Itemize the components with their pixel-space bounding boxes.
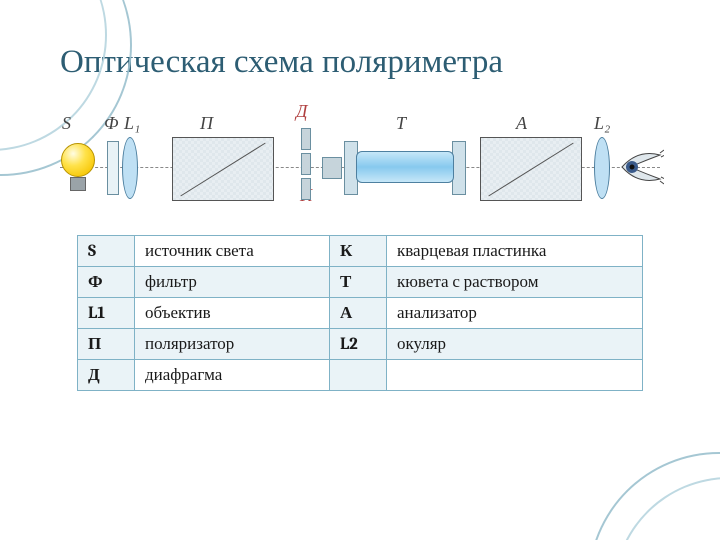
sym: П <box>78 329 135 360</box>
sym: К <box>329 236 386 267</box>
sym: S <box>78 236 135 267</box>
desc: анализатор <box>386 298 642 329</box>
light-source-icon <box>60 143 96 199</box>
label-S: S <box>62 113 71 134</box>
page-title: Оптическая схема поляриметра <box>60 44 720 81</box>
desc: источник света <box>135 236 330 267</box>
label-F: Ф <box>104 113 118 134</box>
desc: объектив <box>135 298 330 329</box>
label-L2: L₂ <box>594 113 610 134</box>
label-P: П <box>200 113 213 134</box>
label-A: А <box>516 113 527 134</box>
optical-diagram: S Ф L₁ П Д К Т А L₂ <box>60 99 660 229</box>
polarizer-prism-icon <box>172 137 274 201</box>
desc: кварцевая пластинка <box>386 236 642 267</box>
diaphragm-icon <box>292 125 320 209</box>
lens-L1-icon <box>122 137 138 199</box>
sym: Д <box>78 360 135 391</box>
desc: окуляр <box>386 329 642 360</box>
desc: диафрагма <box>135 360 330 391</box>
analyzer-prism-icon <box>480 137 582 201</box>
sym: L2 <box>329 329 386 360</box>
label-L1: L₁ <box>124 113 140 134</box>
desc: поляризатор <box>135 329 330 360</box>
eye-icon <box>620 147 664 187</box>
desc <box>386 360 642 391</box>
sym: Ф <box>78 267 135 298</box>
desc: кювета с раствором <box>386 267 642 298</box>
sym <box>329 360 386 391</box>
lens-L2-icon <box>594 137 610 199</box>
label-D: Д <box>296 101 307 122</box>
sym: L1 <box>78 298 135 329</box>
sym: Т <box>329 267 386 298</box>
corner-decoration-br <box>588 452 720 540</box>
cuvette-icon <box>350 145 460 189</box>
sym: А <box>329 298 386 329</box>
filter-icon <box>107 141 119 195</box>
legend-table: S источник света К кварцевая пластинка Ф… <box>77 235 643 391</box>
label-T: Т <box>396 113 406 134</box>
quartz-plate-icon <box>322 157 342 179</box>
desc: фильтр <box>135 267 330 298</box>
